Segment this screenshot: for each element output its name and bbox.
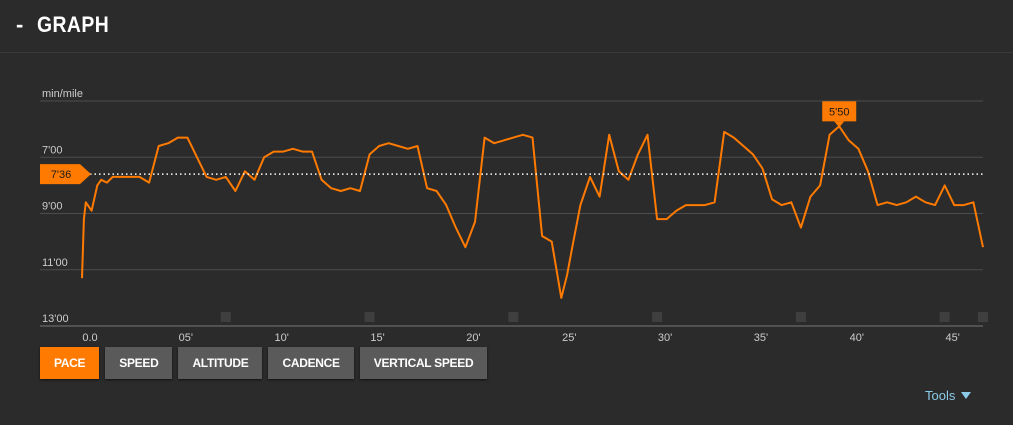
lap-marker [220, 312, 231, 322]
metric-tabs: PACE SPEED ALTITUDE CADENCE VERTICAL SPE… [40, 347, 488, 379]
tab-cadence[interactable]: CADENCE [268, 347, 354, 379]
lap-markers [220, 312, 988, 322]
x-tick-label: 10' [275, 332, 289, 344]
x-tick-label: 45' [945, 332, 959, 344]
tab-pace[interactable]: PACE [40, 347, 100, 379]
average-pace-flag: 7'36 [40, 164, 91, 185]
x-tick-label: 05' [179, 332, 193, 344]
x-tick-label: 30' [658, 332, 672, 344]
x-tick-label: 35' [754, 332, 768, 344]
y-axis-label: min/mile [42, 88, 83, 100]
lap-marker [939, 312, 950, 322]
lap-marker [508, 312, 519, 322]
lap-marker [978, 312, 988, 322]
x-tick-label: 15' [370, 332, 384, 344]
tools-menu[interactable]: Tools [925, 388, 972, 403]
pace-series-line [81, 125, 984, 299]
y-tick-label: 9'00 [42, 201, 62, 213]
tools-label: Tools [925, 388, 956, 403]
x-tick-label: 40' [850, 332, 864, 344]
grid-lines [40, 100, 983, 327]
x-ticks: 0.0 05' 10' 15' 20' 25' 30' 35' 40' 45' [82, 332, 959, 344]
lap-marker [795, 312, 806, 322]
y-tick-label: 7'00 [42, 144, 62, 156]
lap-marker [652, 312, 663, 322]
x-tick-label: 20' [466, 332, 480, 344]
average-pace-label: 7'36 [51, 169, 71, 181]
best-pace-flag: 5'50 [822, 101, 857, 128]
best-pace-label: 5'50 [829, 106, 849, 118]
tab-speed[interactable]: SPEED [105, 347, 173, 379]
graph-header: - GRAPH [16, 12, 119, 38]
x-tick-label: 25' [562, 332, 576, 344]
y-tick-label: 13'00 [42, 313, 69, 325]
section-title: GRAPH [37, 12, 110, 37]
collapse-toggle[interactable]: - [16, 12, 24, 37]
y-tick-label: 11'00 [42, 257, 68, 269]
lap-marker [364, 312, 375, 322]
tab-altitude[interactable]: ALTITUDE [178, 347, 263, 379]
header-divider [0, 52, 1013, 53]
triangle-down-icon [961, 392, 972, 399]
x-tick-label: 0.0 [82, 332, 97, 344]
tab-vertical-speed[interactable]: VERTICAL SPEED [359, 347, 488, 379]
y-ticks: 7'00 9'00 11'00 13'00 [42, 144, 69, 325]
